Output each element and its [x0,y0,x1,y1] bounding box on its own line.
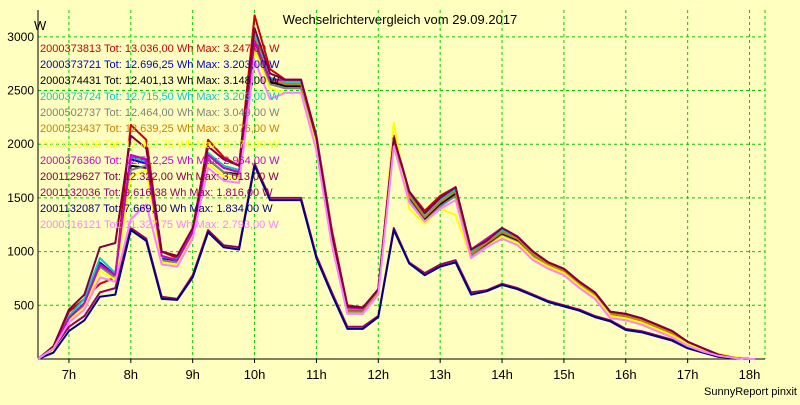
x-tick-label: 10h [244,367,266,382]
y-tick-label: 2000 [7,137,34,151]
legend-entry: 2000373721 Tot: 12.696,25 Wh Max: 3.203,… [40,59,280,71]
x-tick-label: 12h [367,367,389,382]
series-line [37,27,756,360]
y-tick-label: 3000 [7,30,34,44]
y-tick-label: 1500 [7,191,34,205]
legend-entry: 2001132036 Tot: 9.616,38 Wh Max: 1.816,0… [40,187,273,199]
series-line [37,164,756,360]
x-tick-label: 13h [429,367,451,382]
x-tick-label: 15h [553,367,575,382]
axis-layer: 7h 8h 9h 10h 11h 12h 13h 14h 15h 16h 17h 18h 500 1000… [7,10,765,382]
y-tick-label: 2500 [7,84,34,98]
x-tick-label: 11h [306,367,327,382]
y-tick-label: 1000 [7,245,34,259]
series-line [37,59,756,360]
legend-entry: 2000373813 Tot: 13.036,00 Wh Max: 3.247,… [40,43,280,55]
x-tick-label: 16h [615,367,637,382]
legend-entry: 2000523437 Tot: 12.639,25 Wh Max: 3.076,… [40,123,280,135]
legend: 2000373813 Tot: 13.036,00 Wh Max: 3.247,… [40,43,280,231]
x-tick-label: 8h [124,367,138,382]
legend-entry: 2000373724 Tot: 12.715,50 Wh Max: 3.203,… [40,91,280,103]
y-tick-label: 500 [14,298,34,312]
y-axis-unit-label: W [34,18,47,33]
x-tick-label: 14h [491,367,513,382]
grid-layer [38,10,766,359]
footer-credit: SunnyReport pinxit [704,386,797,398]
series-layer [37,14,756,360]
legend-entry: 2000374431 Tot: 12.401,13 Wh Max: 3.148,… [40,75,280,87]
x-tick-label: 17h [677,367,699,382]
legend-entry: 2001129627 Tot: 12.322,00 Wh Max: 3.013,… [40,171,279,183]
legend-entry: 2001132087 Tot: 7.669,00 Wh Max: 1.834,0… [40,203,273,215]
chart-title: Wechselrichtervergleich vom 29.09.2017 [283,12,518,27]
x-tick-label: 18h [739,367,761,382]
legend-entry: 2000623439 Tot: 12.462,75 Wh Max: 3.174,… [40,139,280,151]
legend-entry: 2000376360 Tot: 12.512,25 Wh Max: 2.964,… [40,155,280,167]
legend-entry: 2000502737 Tot: 12.464,00 Wh Max: 3.049,… [40,107,280,119]
legend-entry: 2000316121 Tot: 11.327,75 Wh Max: 2.793,… [40,219,279,231]
x-tick-label: 7h [62,367,76,382]
x-tick-label: 9h [185,367,199,382]
